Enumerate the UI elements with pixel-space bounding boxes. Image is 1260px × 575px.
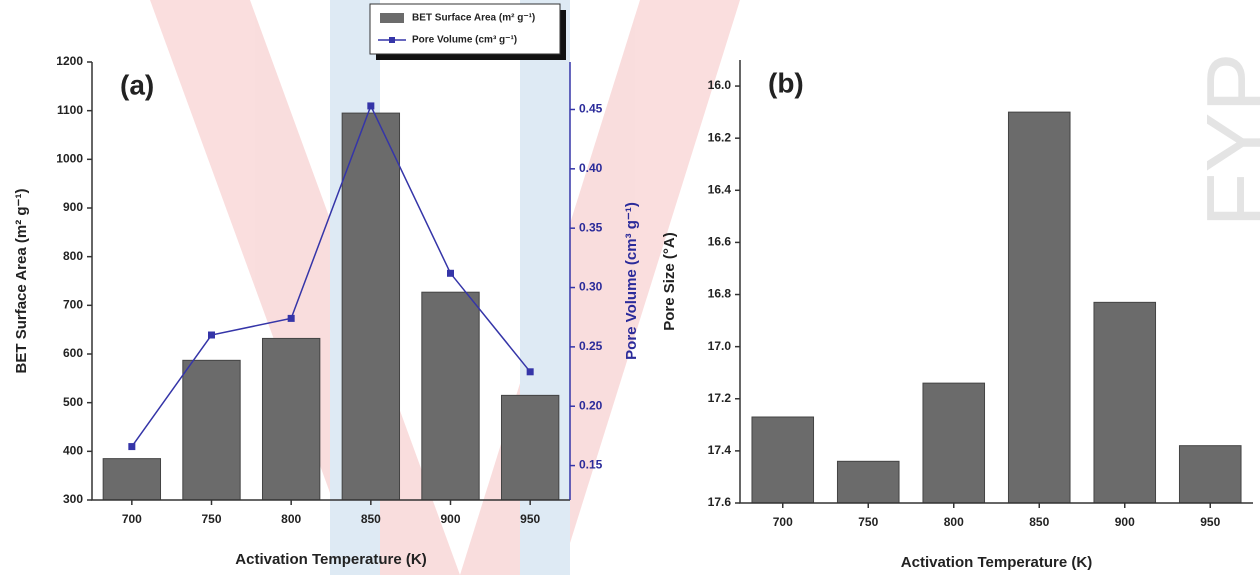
bar <box>837 461 899 503</box>
bar <box>342 113 399 500</box>
y-tick-label: 600 <box>63 346 83 360</box>
chart: FYP 300 400 500 600 700 800 900 1000 1100 1200 0.1… <box>0 0 1260 575</box>
y-tick-label: 16.0 <box>708 78 732 92</box>
y2-tick-label: 0.30 <box>579 280 603 294</box>
point <box>288 315 295 322</box>
axis-frame <box>740 60 1253 503</box>
page: FYP 300 400 500 600 700 800 900 1000 1100 1200 0.1… <box>0 0 1260 575</box>
y-tick-label: 1100 <box>57 103 83 117</box>
legend-label: BET Surface Area (m² g⁻¹) <box>412 13 535 24</box>
x-axis-title: Activation Temperature (K) <box>901 554 1092 571</box>
y2-tick-label: 0.40 <box>579 161 603 175</box>
y-tick-label: 500 <box>63 395 83 409</box>
point <box>527 368 534 375</box>
y-tick-label: 16.8 <box>708 287 732 301</box>
bar <box>1094 302 1156 503</box>
point <box>447 270 454 277</box>
y-tick-label: 400 <box>63 444 83 458</box>
y2-axis-title: Pore Volume (cm³ g⁻¹) <box>623 202 640 360</box>
bar <box>183 360 240 500</box>
y-tick-label: 1200 <box>56 54 83 68</box>
x-tick-label: 750 <box>201 512 221 526</box>
x-tick-label: 900 <box>1115 515 1135 529</box>
bar <box>752 417 814 503</box>
point <box>208 332 215 339</box>
bar <box>103 459 160 500</box>
point <box>367 102 374 109</box>
x-tick-label: 950 <box>1200 515 1220 529</box>
x-tick-label: 850 <box>361 512 381 526</box>
x-tick-label: 950 <box>520 512 540 526</box>
y-tick-label: 800 <box>63 249 83 263</box>
y-tick-label: 16.6 <box>708 235 732 249</box>
y-axis-title: BET Surface Area (m² g⁻¹) <box>13 189 30 374</box>
x-tick-label: 900 <box>440 512 460 526</box>
x-tick-label: 700 <box>122 512 142 526</box>
bar <box>422 292 479 500</box>
bar <box>262 338 319 500</box>
y-tick-label: 17.0 <box>708 339 732 353</box>
x-tick-label: 750 <box>858 515 878 529</box>
x-tick-label: 800 <box>944 515 964 529</box>
x-tick-label: 850 <box>1029 515 1049 529</box>
x-tick-label: 700 <box>773 515 793 529</box>
x-axis-title: Activation Temperature (K) <box>235 551 426 568</box>
panel-label: (b) <box>768 67 804 98</box>
x-tick-label: 800 <box>281 512 301 526</box>
bar <box>923 383 985 503</box>
y-tick-label: 16.2 <box>708 130 732 144</box>
bar <box>501 395 558 500</box>
y2-tick-label: 0.25 <box>579 339 603 353</box>
bar <box>1008 112 1070 503</box>
y-tick-label: 17.6 <box>708 495 732 509</box>
y-tick-label: 17.4 <box>708 443 732 457</box>
legend-marker <box>389 37 395 43</box>
y2-tick-label: 0.35 <box>579 220 603 234</box>
y-tick-label: 16.4 <box>708 182 732 196</box>
y2-tick-label: 0.20 <box>579 398 603 412</box>
legend-label: Pore Volume (cm³ g⁻¹) <box>412 35 517 46</box>
legend-box <box>370 4 560 54</box>
legend-swatch <box>380 13 404 23</box>
y-tick-label: 1000 <box>56 152 83 166</box>
point <box>128 443 135 450</box>
y-axis-title: Pore Size (°A) <box>661 232 678 331</box>
y2-tick-label: 0.15 <box>579 458 603 472</box>
bar <box>1179 446 1241 503</box>
y-tick-label: 300 <box>63 492 83 506</box>
y-tick-label: 900 <box>63 200 83 214</box>
y-tick-label: 700 <box>63 298 83 312</box>
y-tick-label: 17.2 <box>708 391 732 405</box>
panel-label: (a) <box>120 69 154 100</box>
watermark: FYP <box>1189 52 1260 227</box>
y2-tick-label: 0.45 <box>579 102 603 116</box>
